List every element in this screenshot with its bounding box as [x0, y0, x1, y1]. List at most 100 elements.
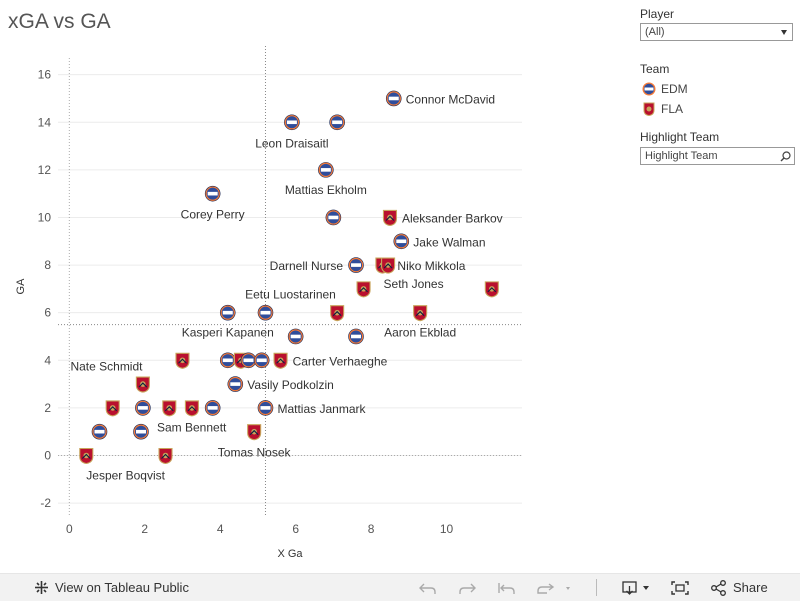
- point-edm[interactable]: [348, 257, 364, 273]
- edm-logo-icon: [642, 82, 656, 96]
- download-icon[interactable]: [620, 580, 652, 596]
- point-edm[interactable]: [284, 114, 300, 131]
- point-label: Vasily Podkolzin: [247, 378, 333, 392]
- point-fla[interactable]: [184, 400, 199, 417]
- point-edm[interactable]: [240, 352, 257, 369]
- point-label: Niko Mikkola: [397, 259, 465, 273]
- point-fla[interactable]: [484, 281, 499, 298]
- y-tick-label: 10: [38, 210, 52, 224]
- point-edm[interactable]: [219, 352, 236, 369]
- point-edm[interactable]: [325, 209, 342, 226]
- y-tick-label: 16: [38, 68, 52, 82]
- point-edm[interactable]: [348, 328, 364, 345]
- player-dropdown[interactable]: (All): [640, 23, 793, 41]
- y-tick-label: 6: [44, 306, 51, 320]
- point-edm[interactable]: [318, 162, 334, 178]
- point-edm[interactable]: [135, 400, 151, 416]
- chevron-down-icon: [781, 30, 787, 35]
- share-label: Share: [733, 580, 768, 595]
- point-fla[interactable]: [247, 424, 262, 441]
- point-label: Tomas Nosek: [218, 446, 292, 460]
- point-label: Kasperi Kapanen: [182, 326, 274, 340]
- tableau-logo-icon: [35, 581, 48, 594]
- point-label: Aleksander Barkov: [402, 211, 503, 225]
- y-tick-label: 14: [38, 115, 52, 129]
- point-fla[interactable]: [382, 209, 398, 227]
- point-edm[interactable]: [329, 114, 345, 131]
- x-tick-label: 4: [217, 522, 224, 536]
- point-fla[interactable]: [158, 447, 173, 465]
- toolbar-divider: [596, 579, 597, 596]
- team-legend-title: Team: [640, 62, 670, 76]
- point-label: Jesper Boqvist: [86, 468, 165, 482]
- point-fla[interactable]: [273, 352, 288, 369]
- y-tick-label: 12: [38, 163, 52, 177]
- point-label: Nate Schmidt: [70, 359, 143, 373]
- point-fla[interactable]: [330, 305, 345, 322]
- revert-icon[interactable]: [497, 580, 517, 596]
- point-label: Darnell Nurse: [270, 259, 344, 273]
- point-label: Jake Walman: [413, 235, 485, 249]
- x-tick-label: 6: [292, 522, 299, 536]
- point-edm[interactable]: [219, 304, 236, 321]
- point-label: Mattias Janmark: [277, 402, 366, 416]
- point-label: Leon Draisaitl: [255, 136, 328, 150]
- y-tick-label: 8: [44, 258, 51, 272]
- point-edm[interactable]: [133, 423, 149, 440]
- legend-label-fla: FLA: [661, 102, 684, 116]
- highlight-team-input[interactable]: Highlight Team: [640, 147, 795, 165]
- y-tick-label: -2: [40, 496, 51, 510]
- point-label: Corey Perry: [181, 208, 245, 222]
- highlight-team-placeholder: Highlight Team: [645, 150, 718, 162]
- scatter-chart: -2 0 2 4 6 8 10 12 14 16 0 2 4 6 8 10 X Ga GA Connor McDav…: [15, 46, 522, 560]
- x-tick-label: 10: [440, 522, 454, 536]
- point-edm[interactable]: [287, 328, 304, 345]
- search-icon[interactable]: [780, 151, 791, 162]
- y-tick-label: 2: [44, 401, 51, 415]
- view-on-tableau-public-label: View on Tableau Public: [55, 580, 189, 595]
- x-tick-label: 0: [66, 522, 73, 536]
- x-tick-label: 8: [368, 522, 375, 536]
- point-edm[interactable]: [253, 352, 270, 369]
- x-axis-title: X Ga: [277, 548, 303, 560]
- undo-icon[interactable]: [418, 580, 438, 596]
- player-filter-label: Player: [640, 7, 675, 21]
- y-axis-title: GA: [15, 278, 27, 295]
- point-edm[interactable]: [204, 400, 221, 416]
- redo-icon[interactable]: [457, 580, 477, 596]
- point-edm[interactable]: [227, 376, 244, 392]
- point-fla[interactable]: [381, 257, 396, 274]
- refresh-dropdown-icon[interactable]: [535, 580, 579, 596]
- point-fla[interactable]: [79, 447, 94, 465]
- player-dropdown-value: (All): [645, 26, 665, 38]
- toolbar: View on Tableau Public Share: [0, 573, 800, 601]
- share-icon: [711, 580, 726, 596]
- point-label: Connor McDavid: [406, 92, 495, 106]
- point-fla[interactable]: [175, 352, 190, 369]
- page-title: xGA vs GA: [8, 10, 111, 33]
- point-edm[interactable]: [393, 233, 410, 250]
- point-fla[interactable]: [105, 400, 120, 417]
- y-tick-label: 0: [44, 448, 51, 462]
- point-edm[interactable]: [204, 185, 221, 202]
- point-edm[interactable]: [385, 90, 402, 107]
- highlight-team-label: Highlight Team: [640, 130, 720, 144]
- point-label: Eetu Luostarinen: [245, 288, 336, 302]
- point-fla[interactable]: [413, 305, 428, 322]
- point-label: Mattias Ekholm: [285, 183, 367, 197]
- y-tick-label: 4: [44, 353, 51, 367]
- point-label: Aaron Ekblad: [384, 326, 456, 340]
- legend-label-edm: EDM: [661, 82, 688, 96]
- point-label: Sam Bennett: [157, 421, 227, 435]
- point-label: Seth Jones: [384, 277, 444, 291]
- point-fla[interactable]: [356, 281, 371, 298]
- point-fla[interactable]: [135, 376, 150, 393]
- point-edm[interactable]: [257, 400, 274, 416]
- point-edm[interactable]: [91, 423, 108, 440]
- x-tick-label: 2: [141, 522, 148, 536]
- point-label: Carter Verhaeghe: [293, 354, 388, 368]
- fullscreen-icon[interactable]: [670, 580, 690, 596]
- point-edm[interactable]: [257, 304, 274, 321]
- point-fla[interactable]: [162, 400, 177, 417]
- fla-logo-icon: [643, 102, 655, 116]
